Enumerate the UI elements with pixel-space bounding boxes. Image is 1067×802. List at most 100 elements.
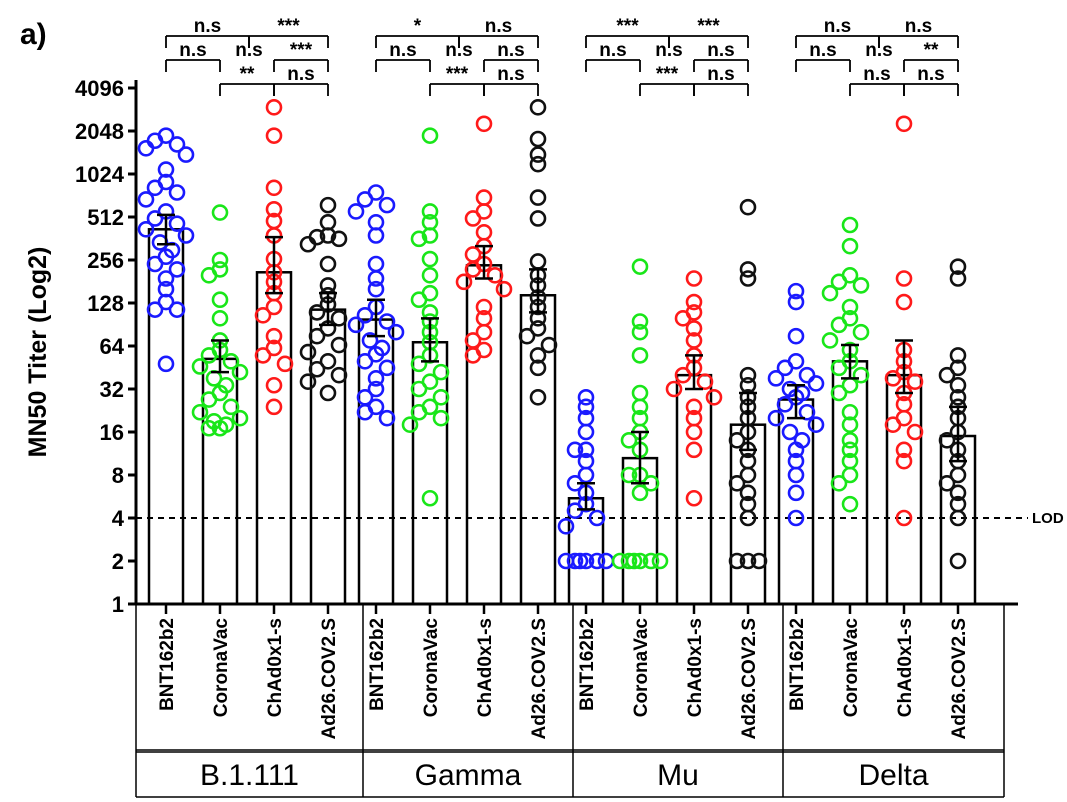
data-point — [631, 258, 649, 275]
data-point — [157, 161, 175, 178]
data-point — [557, 552, 575, 570]
data-point — [330, 230, 348, 248]
sig-mid-label: n.s — [865, 40, 892, 61]
bar — [675, 373, 713, 606]
data-point — [211, 251, 229, 269]
data-point — [168, 136, 186, 153]
y-tick-label: 1024 — [75, 162, 125, 187]
data-point — [495, 280, 513, 298]
data-point — [361, 332, 379, 349]
data-point — [475, 224, 493, 241]
x-tick-label: CoronaVac — [841, 618, 862, 718]
data-point — [611, 552, 629, 570]
x-tick-label: ChAd0x1-s — [265, 618, 286, 717]
data-point — [475, 298, 493, 316]
sig-mid-label: n.s — [445, 40, 472, 61]
data-point — [728, 474, 746, 492]
plot-area: 1 2 4 8 16 32 64 128 256 512 1024 2048 4096 LOD BNT162… — [75, 16, 1064, 798]
data-point — [308, 304, 326, 321]
data-point — [696, 373, 714, 390]
data-point — [410, 403, 428, 421]
data-point — [685, 441, 703, 459]
data-point — [807, 375, 825, 392]
data-point — [674, 366, 692, 384]
x-tick-label: Ad26.COV2.S — [319, 618, 340, 739]
data-point — [685, 423, 703, 441]
data-point — [146, 255, 164, 273]
data-point — [651, 552, 669, 570]
x-tick-label: CoronaVac — [631, 618, 652, 718]
data-point — [949, 376, 967, 394]
data-point — [685, 293, 703, 311]
data-point — [529, 146, 547, 163]
data-point — [739, 509, 757, 527]
data-point — [557, 517, 575, 535]
data-point — [949, 388, 967, 406]
data-point — [787, 466, 805, 484]
data-point — [566, 552, 584, 570]
data-point — [168, 215, 186, 232]
data-point — [356, 191, 374, 208]
data-point — [299, 235, 317, 253]
data-point — [620, 552, 638, 570]
data-point — [750, 552, 768, 570]
bar — [567, 496, 605, 606]
data-point — [200, 419, 218, 437]
data-point — [432, 409, 450, 427]
data-point — [330, 310, 348, 327]
data-point — [254, 347, 272, 364]
data-point — [347, 316, 365, 334]
data-point — [631, 552, 649, 570]
data-point — [157, 270, 175, 287]
x-tick-label: Ad26.COV2.S — [949, 618, 970, 739]
data-point — [884, 370, 902, 387]
data-point — [177, 146, 195, 163]
data-point — [146, 301, 164, 318]
sig-mid-label: n.s — [235, 40, 262, 61]
group-label: Gamma — [415, 759, 522, 792]
data-point — [781, 423, 799, 441]
data-point — [631, 313, 649, 330]
data-point — [577, 466, 595, 484]
y-axis-title: MN50 Titer (Log2) — [24, 247, 52, 458]
data-point — [821, 332, 839, 349]
data-point — [387, 323, 405, 341]
data-point — [571, 552, 589, 570]
sig-bracket-low-label: n.s — [287, 64, 314, 85]
data-point — [410, 380, 428, 398]
data-point — [705, 388, 723, 406]
data-point — [265, 376, 283, 394]
data-point — [631, 398, 649, 416]
data-point — [222, 353, 240, 370]
sig-bracket-low-label: n.s — [707, 64, 734, 85]
data-point — [949, 484, 967, 502]
data-point — [529, 388, 547, 406]
data-point — [191, 358, 209, 375]
data-point — [830, 359, 848, 377]
data-point — [200, 347, 218, 364]
data-point — [787, 509, 805, 527]
data-point — [200, 391, 218, 408]
data-point — [421, 373, 439, 390]
data-point — [146, 179, 164, 197]
data-point — [265, 398, 283, 416]
data-point — [168, 261, 186, 278]
data-point — [787, 282, 805, 300]
data-point — [518, 327, 536, 345]
bar — [729, 423, 767, 606]
data-point — [841, 466, 859, 484]
data-point — [146, 210, 164, 227]
data-point — [739, 484, 757, 502]
data-point — [211, 204, 229, 221]
sig-bracket-mid-label: ** — [924, 40, 939, 61]
data-point — [529, 155, 547, 173]
data-point — [895, 441, 913, 459]
panel-label: a) — [20, 18, 47, 51]
data-point — [421, 250, 439, 268]
data-point — [841, 416, 859, 433]
x-tick-label: BNT162b2 — [367, 618, 388, 711]
data-point — [432, 363, 450, 381]
data-point — [200, 267, 218, 284]
data-point — [486, 267, 504, 284]
